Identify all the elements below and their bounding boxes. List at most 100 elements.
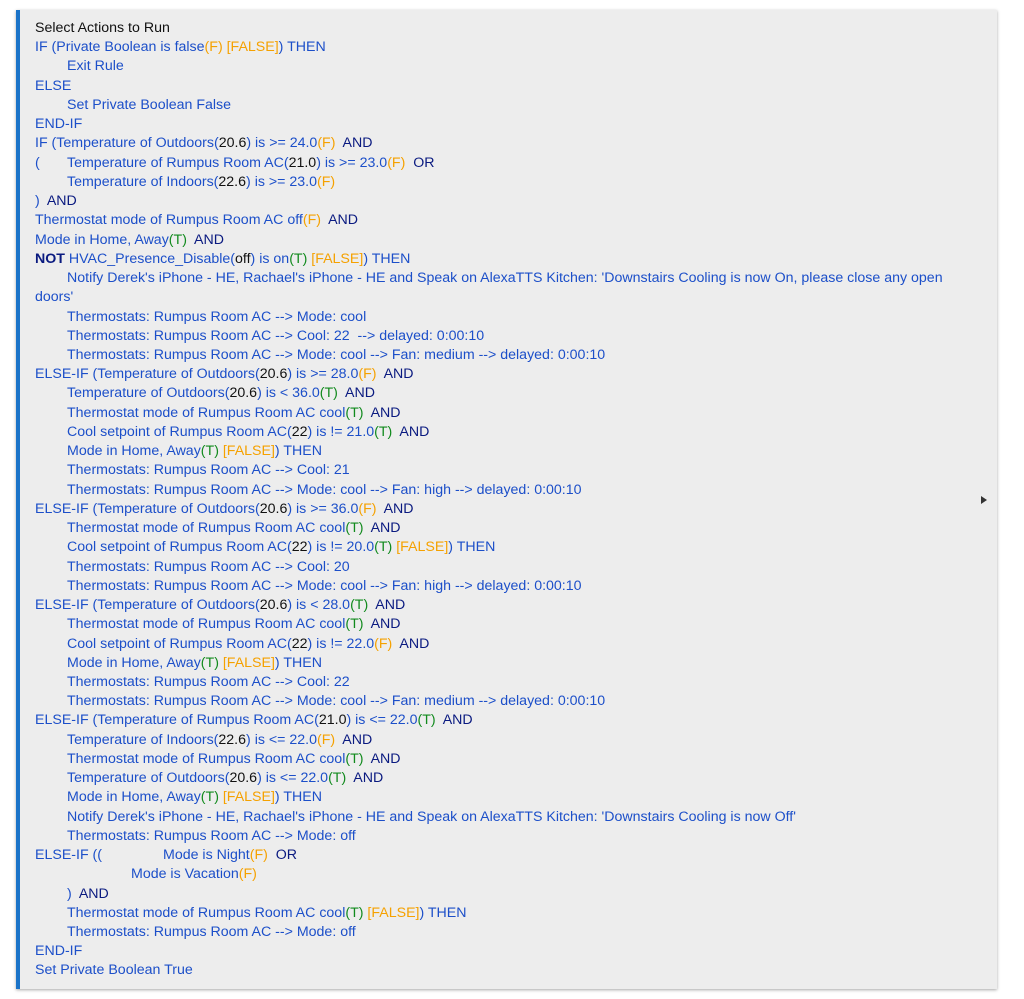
action-text: ) THEN (448, 539, 496, 556)
action-line: Notify Derek's iPhone - HE, Rachael's iP… (35, 269, 977, 307)
current-value: 20.6 (229, 385, 258, 402)
action-line: Thermostats: Rumpus Room AC --> Cool: 22 (35, 673, 977, 692)
condition-result: (T) (345, 904, 364, 921)
condition-result: (T) (374, 423, 393, 440)
condition-result: (T) (328, 770, 347, 787)
action-text: AND (435, 712, 473, 729)
action-line: END-IF (35, 942, 977, 961)
action-text: ELSE-IF (Temperature of Outdoors( (35, 500, 260, 517)
action-text: Temperature of Indoors( (35, 173, 219, 190)
action-line: Temperature of Outdoors(20.6) is <= 22.0… (35, 769, 977, 788)
action-text: ) THEN (363, 250, 411, 267)
current-value: 22.6 (218, 731, 247, 748)
action-text: ) THEN (274, 443, 322, 460)
action-text: Mode is Vacation (35, 866, 239, 883)
action-line: ELSE (35, 77, 977, 96)
action-line: Mode in Home, Away(T) [FALSE]) THEN (35, 442, 977, 461)
condition-result: (T) (345, 750, 364, 767)
action-line: ELSE-IF (Temperature of Rumpus Room AC(2… (35, 711, 977, 730)
action-text: AND (39, 193, 77, 210)
current-value: 22.6 (218, 173, 247, 190)
action-line: Set Private Boolean True (35, 961, 977, 980)
action-text: Thermostat mode of Rumpus Room AC cool (35, 616, 346, 633)
action-text: AND (335, 135, 373, 152)
action-line: NOT HVAC_Presence_Disable(off) is on(T) … (35, 250, 977, 269)
action-text: ) THEN (419, 904, 467, 921)
current-value: 20.6 (259, 500, 288, 517)
condition-result: (F) (238, 866, 257, 883)
action-line: Cool setpoint of Rumpus Room AC(22) is !… (35, 423, 977, 442)
expand-arrow-icon[interactable] (981, 496, 987, 504)
action-line: Thermostats: Rumpus Room AC --> Mode: co… (35, 692, 977, 711)
action-text: Notify Derek's iPhone - HE, Rachael's iP… (35, 270, 947, 306)
action-text: AND (376, 366, 414, 383)
action-text: ) is != 21.0 (307, 423, 375, 440)
action-text: Temperature of Outdoors( (35, 385, 230, 402)
current-value: off (235, 250, 251, 267)
condition-result: (T) (345, 404, 364, 421)
action-text: Thermostat mode of Rumpus Room AC cool (35, 750, 346, 767)
section-title: Select Actions to Run (35, 20, 170, 36)
action-text: AND (186, 231, 224, 248)
action-text: AND (363, 404, 401, 421)
current-value: 21.0 (318, 712, 347, 729)
action-text: Thermostat mode of Rumpus Room AC cool (35, 404, 346, 421)
action-line: Exit Rule (35, 57, 977, 76)
condition-result: (F) (358, 366, 377, 383)
action-text: END-IF (35, 943, 83, 960)
action-text: HVAC_Presence_Disable( (64, 250, 236, 267)
action-line: Set Private Boolean False (35, 96, 977, 115)
action-text: ) (35, 193, 40, 210)
action-line: Thermostats: Rumpus Room AC --> Cool: 22… (35, 327, 977, 346)
current-value: 20.6 (259, 366, 288, 383)
action-text: Temperature of Indoors( (35, 731, 219, 748)
current-value: 22 (291, 539, 308, 556)
condition-result: (T) (374, 539, 393, 556)
condition-result: (T) (345, 520, 364, 537)
action-line: Notify Derek's iPhone - HE, Rachael's iP… (35, 808, 977, 827)
current-value: 20.6 (218, 135, 247, 152)
action-text: END-IF (35, 116, 83, 133)
current-value: 22 (291, 423, 308, 440)
action-text: Thermostats: Rumpus Room AC --> Mode: co… (35, 308, 367, 325)
condition-result: [FALSE] (392, 539, 449, 556)
action-line: ) AND (35, 192, 977, 211)
action-text: AND (376, 500, 414, 517)
action-text: AND (368, 597, 406, 614)
action-line: Thermostats: Rumpus Room AC --> Cool: 20 (35, 558, 977, 577)
condition-result: [FALSE] (307, 250, 364, 267)
action-line: Mode in Home, Away(T) AND (35, 231, 977, 250)
condition-result: [FALSE] (218, 789, 275, 806)
action-line: ELSE-IF (Temperature of Outdoors(20.6) i… (35, 365, 977, 384)
condition-result: (T) (200, 443, 219, 460)
action-text: ) is <= 22.0 (257, 770, 329, 787)
action-text: ) THEN (278, 39, 326, 56)
action-text: ) is >= 28.0 (287, 366, 359, 383)
action-line: ELSE-IF (Temperature of Outdoors(20.6) i… (35, 500, 977, 519)
condition-result: (T) (350, 597, 369, 614)
condition-result: (T) (168, 231, 187, 248)
action-text: Set Private Boolean True (35, 962, 193, 979)
action-text: OR (405, 154, 435, 171)
action-line: Mode in Home, Away(T) [FALSE]) THEN (35, 654, 977, 673)
action-text: Thermostats: Rumpus Room AC --> Cool: 20 (35, 558, 350, 575)
condition-result: [FALSE] (218, 443, 275, 460)
action-text: AND (335, 731, 373, 748)
action-line: IF (Temperature of Outdoors(20.6) is >= … (35, 134, 977, 153)
action-text: ) is <= 22.0 (346, 712, 418, 729)
action-text: Thermostats: Rumpus Room AC --> Mode: co… (35, 693, 606, 710)
action-text: Mode in Home, Away (35, 443, 201, 460)
action-text: ) is >= 36.0 (287, 500, 359, 517)
action-line: Cool setpoint of Rumpus Room AC(22) is !… (35, 538, 977, 557)
action-text: ELSE-IF (( Mode is Night (35, 847, 250, 864)
condition-result: (F) (317, 173, 336, 190)
action-line: ( Temperature of Rumpus Room AC(21.0) is… (35, 154, 977, 173)
action-text: Thermostats: Rumpus Room AC --> Cool: 22 (35, 673, 350, 690)
action-line: Thermostats: Rumpus Room AC --> Mode: co… (35, 577, 977, 596)
action-text: ) is < 28.0 (287, 597, 351, 614)
action-line: Thermostat mode of Rumpus Room AC cool(T… (35, 904, 977, 923)
action-text: AND (71, 885, 109, 902)
action-line: END-IF (35, 115, 977, 134)
condition-result: (F) (317, 135, 336, 152)
action-line: Thermostat mode of Rumpus Room AC cool(T… (35, 750, 977, 769)
